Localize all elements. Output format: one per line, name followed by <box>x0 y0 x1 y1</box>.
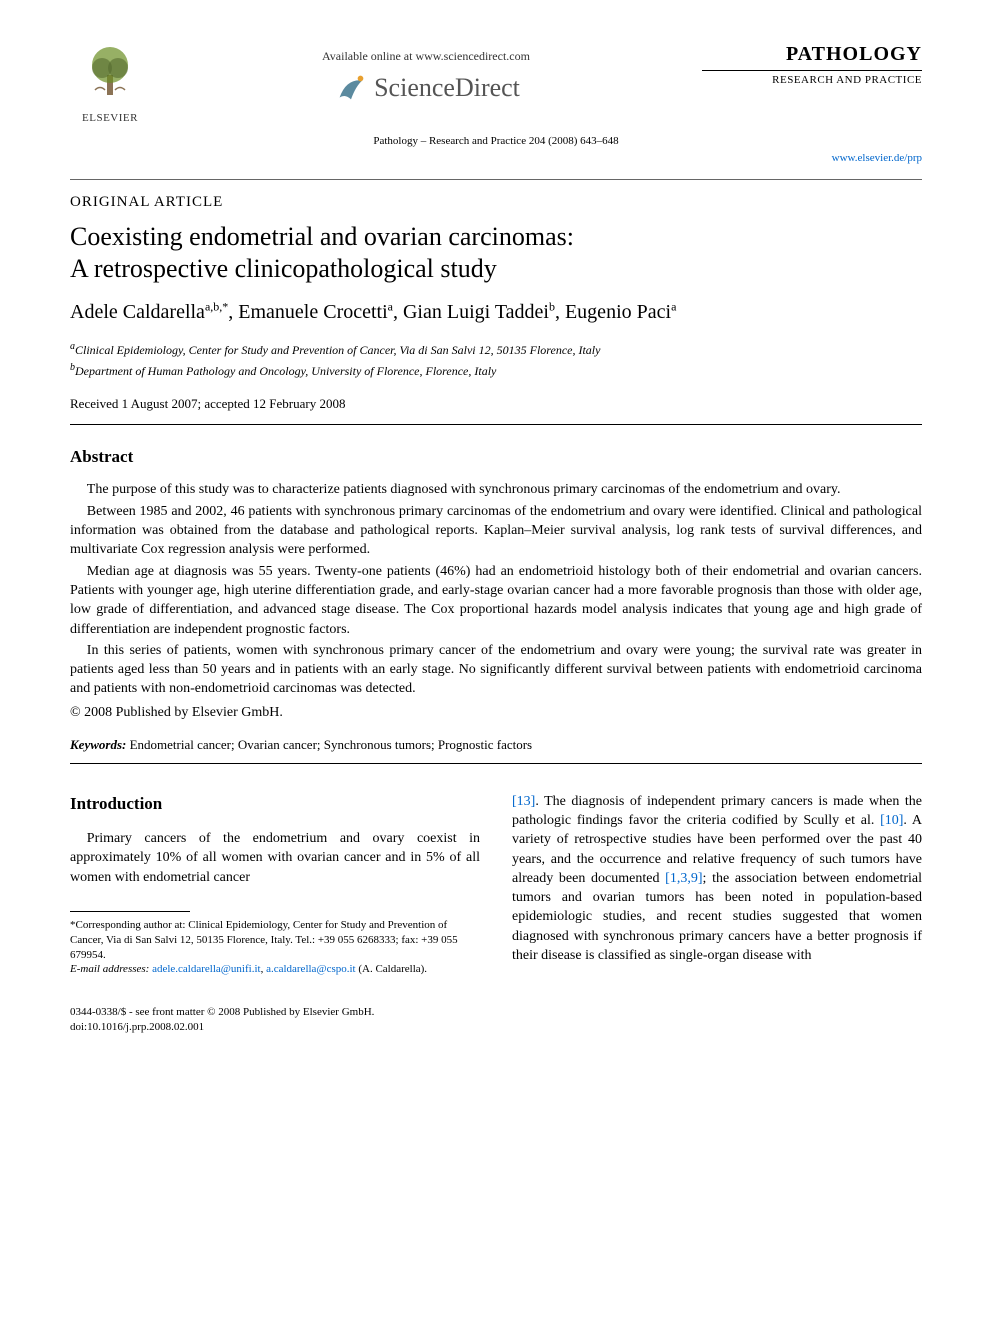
affiliation-b: bDepartment of Human Pathology and Oncol… <box>70 361 922 380</box>
sciencedirect-text: ScienceDirect <box>374 70 520 106</box>
left-column: Introduction Primary cancers of the endo… <box>70 792 480 1035</box>
email-label: E-mail addresses: <box>70 963 149 975</box>
keywords-line: Keywords: Endometrial cancer; Ovarian ca… <box>70 736 922 754</box>
front-matter-line: 0344-0338/$ - see front matter © 2008 Pu… <box>70 1005 480 1020</box>
abstract-p2: Between 1985 and 2002, 46 patients with … <box>70 502 922 560</box>
footnote-rule <box>70 911 190 912</box>
journal-url[interactable]: www.elsevier.de/prp <box>70 151 922 166</box>
affiliation-a: aClinical Epidemiology, Center for Study… <box>70 340 922 359</box>
ref-10[interactable]: [10] <box>880 813 903 828</box>
doi-line: doi:10.1016/j.prp.2008.02.001 <box>70 1020 480 1035</box>
title-line-2: A retrospective clinicopathological stud… <box>70 254 497 283</box>
journal-name: PATHOLOGY <box>702 40 922 68</box>
email-line: E-mail addresses: adele.caldarella@unifi… <box>70 962 480 977</box>
abstract-p3: Median age at diagnosis was 55 years. Tw… <box>70 562 922 639</box>
journal-header: ELSEVIER Available online at www.science… <box>70 40 922 126</box>
article-dates: Received 1 August 2007; accepted 12 Febr… <box>70 395 922 413</box>
body-columns: Introduction Primary cancers of the endo… <box>70 792 922 1035</box>
journal-logo-block: PATHOLOGY RESEARCH AND PRACTICE <box>702 40 922 88</box>
ref-13[interactable]: [13] <box>512 794 535 809</box>
author-4-affil: a <box>671 299 676 313</box>
abstract-copyright: © 2008 Published by Elsevier GmbH. <box>70 703 922 723</box>
author-4: Eugenio Paci <box>565 301 671 323</box>
keywords-divider <box>70 763 922 764</box>
intro-left-p1: Primary cancers of the endometrium and o… <box>70 829 480 887</box>
available-online-text: Available online at www.sciencedirect.co… <box>150 48 702 65</box>
right-column: [13]. The diagnosis of independent prima… <box>512 792 922 1035</box>
email-1[interactable]: adele.caldarella@unifi.it <box>152 963 260 975</box>
dates-divider <box>70 424 922 425</box>
platform-block: Available online at www.sciencedirect.co… <box>150 40 702 107</box>
abstract-p4: In this series of patients, women with s… <box>70 641 922 699</box>
author-2-affil: a <box>388 299 393 313</box>
authors-list: Adele Caldarellaa,b,*, Emanuele Crocetti… <box>70 298 922 326</box>
email-2[interactable]: a.caldarella@cspo.it <box>266 963 356 975</box>
journal-subtitle: RESEARCH AND PRACTICE <box>702 70 922 88</box>
ref-1-3-9[interactable]: [1,3,9] <box>665 871 702 886</box>
citation-line: Pathology – Research and Practice 204 (2… <box>70 134 922 149</box>
corresponding-author-footnote: *Corresponding author at: Clinical Epide… <box>70 918 480 977</box>
abstract-p1: The purpose of this study was to charact… <box>70 480 922 499</box>
affiliations: aClinical Epidemiology, Center for Study… <box>70 340 922 380</box>
title-line-1: Coexisting endometrial and ovarian carci… <box>70 222 574 251</box>
intro-right-p1: [13]. The diagnosis of independent prima… <box>512 792 922 966</box>
corresponding-text: *Corresponding author at: Clinical Epide… <box>70 918 480 963</box>
elsevier-tree-icon <box>80 40 140 100</box>
keywords-values: Endometrial cancer; Ovarian cancer; Sync… <box>126 737 532 752</box>
keywords-label: Keywords: <box>70 737 126 752</box>
abstract-body: The purpose of this study was to charact… <box>70 480 922 698</box>
abstract-heading: Abstract <box>70 445 922 469</box>
header-divider <box>70 179 922 180</box>
introduction-heading: Introduction <box>70 792 480 815</box>
publisher-name: ELSEVIER <box>70 111 150 126</box>
sciencedirect-logo: ScienceDirect <box>150 69 702 107</box>
author-3: Gian Luigi Taddei <box>403 301 549 323</box>
article-title: Coexisting endometrial and ovarian carci… <box>70 221 922 286</box>
author-1: Adele Caldarella <box>70 301 205 323</box>
author-2: Emanuele Crocetti <box>238 301 387 323</box>
publisher-logo: ELSEVIER <box>70 40 150 126</box>
article-type: ORIGINAL ARTICLE <box>70 192 922 213</box>
sciencedirect-icon <box>332 69 370 107</box>
footer-meta: 0344-0338/$ - see front matter © 2008 Pu… <box>70 1005 480 1035</box>
email-author: (A. Caldarella). <box>358 963 427 975</box>
author-1-affil: a,b,* <box>205 299 228 313</box>
author-3-affil: b <box>549 299 555 313</box>
